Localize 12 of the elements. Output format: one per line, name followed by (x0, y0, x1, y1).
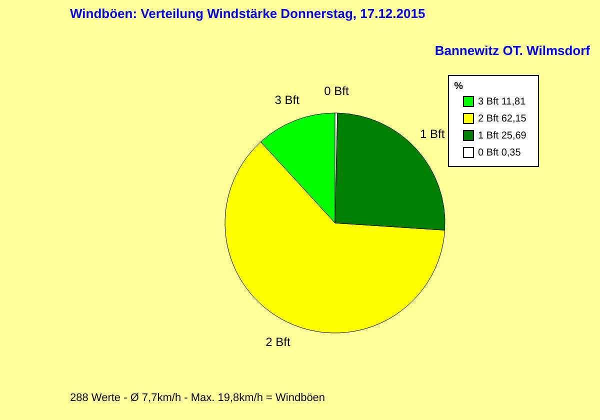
category-label: 1 Bft 25,69 (478, 130, 526, 142)
slice-label: 3 Bft (274, 92, 300, 107)
category-label: 2 Bft 62,15 (478, 114, 526, 124)
category-label: 0 Bft 0,35 (478, 148, 521, 158)
slice-label: 2 Bft (266, 335, 291, 350)
text: Bannewitz OT. Wilmsdorf (434, 43, 591, 58)
chart-title: Windböen: Verteilung Windstärke Donnerstag, 17.12.2015 (70, 6, 426, 21)
text: 288 Werte - Ø 7,7km/h - Max. 19,8km/h = Windböen (70, 392, 326, 404)
slice-label: 0 Bft (324, 84, 350, 98)
legend-label: 1 Bft (420, 126, 446, 141)
legend-title: % (454, 81, 464, 92)
category-label: 3 Bft 11,81 (478, 96, 526, 108)
